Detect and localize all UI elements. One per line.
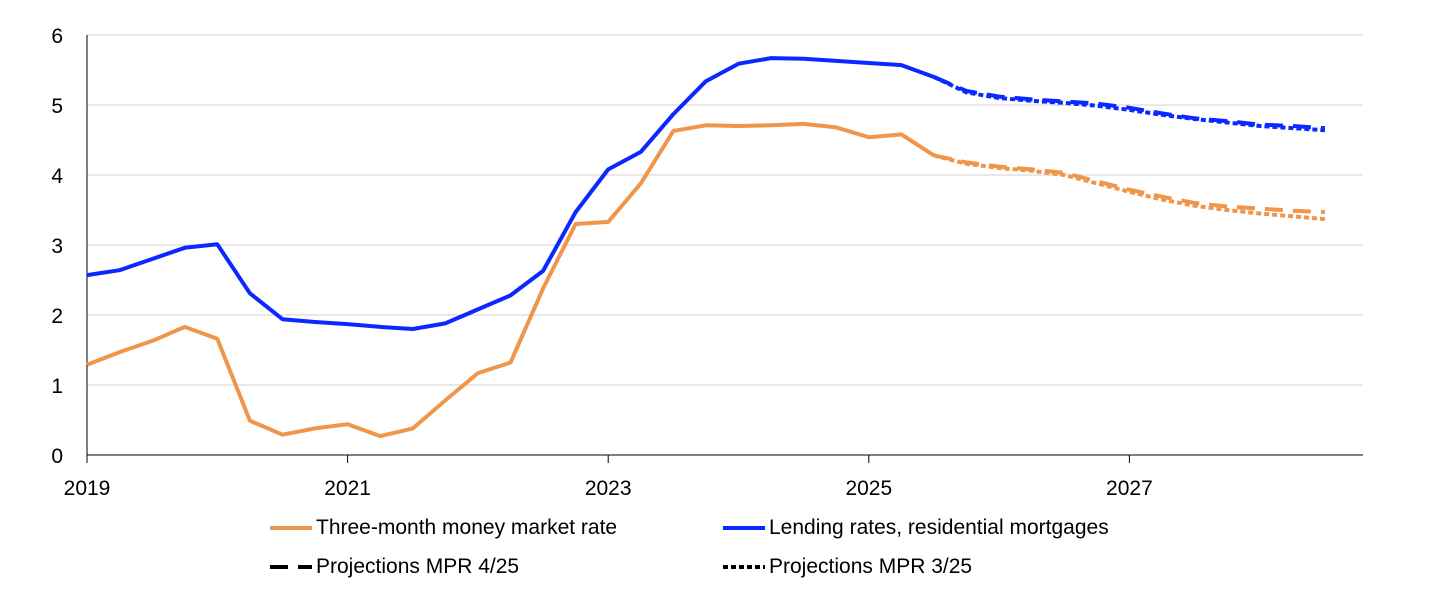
legend-item-projections-425: Projections MPR 4/25 [270,555,519,579]
legend-item-projections-325: Projections MPR 3/25 [723,555,972,579]
y-tick-label: 6 [51,25,63,48]
x-tick-label: 2019 [64,477,111,500]
legend-swatch-dashed-line [270,565,312,569]
projection-mpr-4-25-money-market-line [933,153,1325,215]
legend-item-lending-rates: Lending rates, residential mortgages [723,516,1109,540]
legend-swatch-dotted-line [723,565,765,569]
y-tick-label: 1 [51,375,63,398]
legend-swatch-orange-line [270,526,312,530]
y-tick-label: 0 [51,445,63,468]
x-tick-label: 2023 [585,477,632,500]
legend-swatch-blue-line [723,526,765,530]
legend-label: Projections MPR 3/25 [769,555,973,578]
lending-rates-line [86,56,935,331]
money-market-rate-line [86,121,936,439]
projection-mpr-3-25-mortgages-line [933,75,1326,133]
legend-label: Three-month money market rate [316,516,618,539]
y-tick-label: 3 [51,235,63,258]
y-tick-label: 5 [51,95,63,118]
legend-item-money-market: Three-month money market rate [270,516,617,540]
x-tick-label: 2027 [1106,477,1153,500]
x-tick-label: 2025 [845,477,892,500]
line-chart: 0 1 2 3 4 5 6 2019 2021 2023 2025 2027 [51,25,1363,500]
y-tick-label: 2 [51,305,63,328]
legend-label: Lending rates, residential mortgages [769,516,1109,539]
y-tick-label: 4 [51,165,63,188]
projection-mpr-4-25-mortgages-line [933,75,1326,131]
legend-label: Projections MPR 4/25 [316,555,520,578]
x-tick-label: 2021 [324,477,371,500]
